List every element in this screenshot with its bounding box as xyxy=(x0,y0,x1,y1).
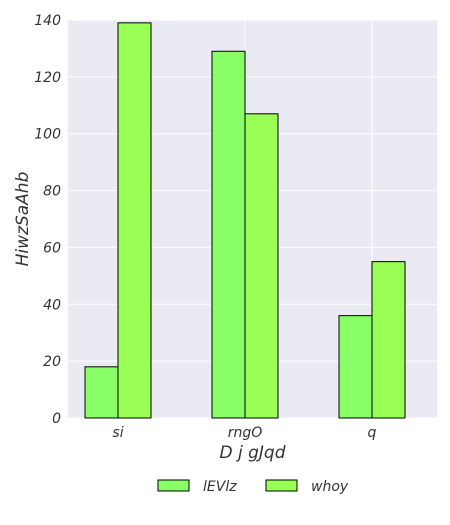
y-tick-label: 100 xyxy=(34,127,61,143)
x-tick-label: q xyxy=(368,425,377,441)
legend: lEVlz whoy xyxy=(157,479,349,495)
y-axis-label: HiwzSaAhb xyxy=(13,172,33,267)
x-tick-label: rngO xyxy=(228,425,263,441)
legend-label-whoy: whoy xyxy=(311,479,349,495)
x-tick-label: si xyxy=(112,425,123,441)
legend-swatch-lEVlz xyxy=(157,479,190,492)
x-tick-labels: si rngO q xyxy=(112,425,376,441)
x-axis-label: D j gJqd xyxy=(219,443,285,463)
y-tick-label: 0 xyxy=(52,411,61,427)
bar-lEVlz-si xyxy=(84,366,119,419)
bar-whoy-si xyxy=(117,22,152,419)
bar-lEVlz-rngO xyxy=(211,50,246,419)
bar-whoy-q xyxy=(371,261,406,419)
y-tick-label: 140 xyxy=(34,13,61,29)
bars xyxy=(84,22,406,419)
y-tick-label: 80 xyxy=(43,184,61,200)
legend-swatch-whoy xyxy=(265,479,298,492)
y-tick-label: 60 xyxy=(43,240,61,256)
bar-lEVlz-q xyxy=(338,315,373,419)
y-tick-label: 40 xyxy=(43,297,61,313)
y-tick-labels: 0 20 40 60 80 100 120 140 xyxy=(34,13,61,427)
legend-label-lEVlz: lEVlz xyxy=(203,479,237,495)
y-tick-label: 20 xyxy=(43,354,61,370)
y-tick-label: 120 xyxy=(34,70,61,86)
bar-whoy-rngO xyxy=(244,113,279,419)
